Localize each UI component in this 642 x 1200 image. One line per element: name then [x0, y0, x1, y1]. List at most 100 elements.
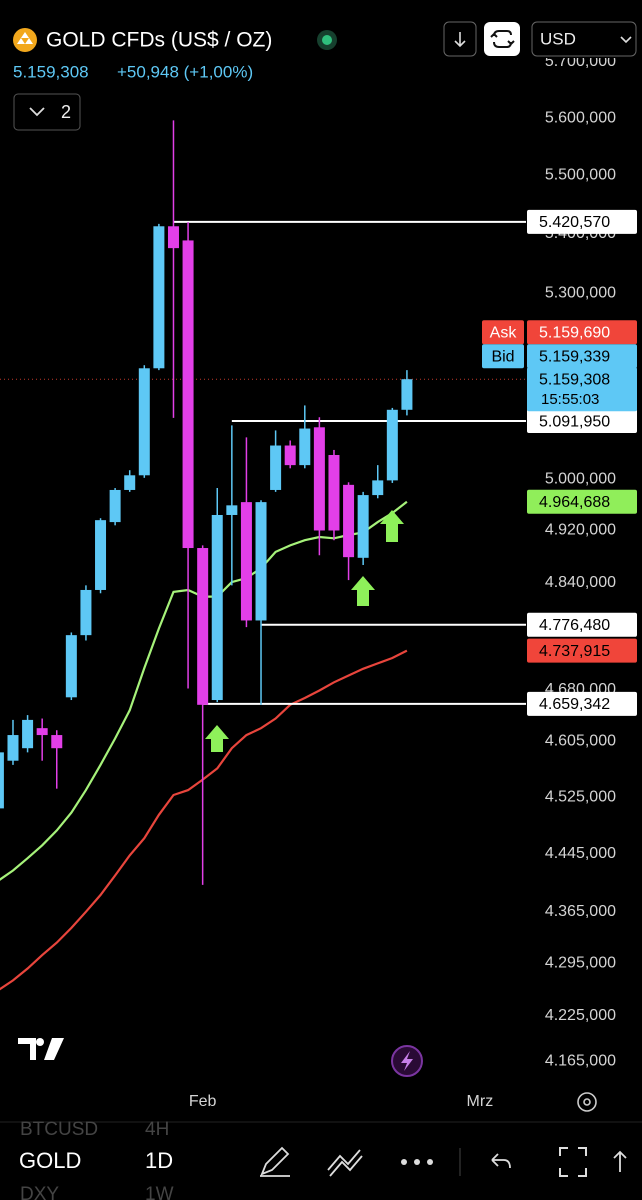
currency-label: USD	[540, 29, 576, 48]
price-label-name: Bid	[491, 348, 514, 365]
candle-body	[357, 495, 369, 558]
y-tick-label: 5.000,000	[545, 470, 616, 487]
interval-tab[interactable]: 4H	[145, 1119, 169, 1140]
candle-body	[7, 735, 19, 761]
y-tick-label: 4.365,000	[545, 903, 616, 920]
y-tick-label: 4.840,000	[545, 574, 616, 591]
candle-body	[255, 502, 267, 621]
y-tick-label: 4.605,000	[545, 732, 616, 749]
candle-body	[386, 409, 398, 481]
price-label-box	[527, 320, 637, 345]
symbol-tab[interactable]: GOLD	[19, 1148, 81, 1173]
candle-body	[240, 502, 252, 621]
candle-body	[153, 226, 165, 369]
price-change: +50,948 (+1,00%)	[117, 62, 253, 81]
indicator-toggle[interactable]	[13, 93, 81, 131]
level-label-box	[527, 691, 637, 716]
bar-countdown: 15:55:03	[541, 391, 599, 408]
indicators-tool[interactable]	[327, 1149, 363, 1177]
candle-body	[284, 445, 296, 466]
y-tick-label: 4.445,000	[545, 845, 616, 862]
symbol-tab[interactable]: BTCUSD	[20, 1119, 98, 1140]
candle-body	[36, 728, 48, 736]
symbol-logo	[13, 28, 37, 52]
brand-logo	[18, 1038, 64, 1060]
level-label: 4.776,480	[539, 617, 610, 634]
candle-body	[313, 427, 325, 531]
bolt-icon	[401, 1051, 413, 1071]
draw-tool[interactable]	[260, 1146, 290, 1177]
y-tick-label: 4.165,000	[545, 1052, 616, 1069]
candle-body	[22, 719, 34, 749]
x-tick-label: Feb	[189, 1093, 217, 1110]
price-label: 4.964,688	[539, 494, 610, 511]
price-label: 5.159,308	[539, 371, 610, 388]
settings-button[interactable]	[577, 1092, 597, 1112]
candle-body	[65, 635, 77, 698]
candle-body	[80, 589, 92, 636]
market-status-dot	[322, 35, 332, 45]
level-label-box	[527, 409, 637, 434]
candle-body	[226, 505, 238, 515]
x-tick-label: Mrz	[467, 1093, 494, 1110]
y-tick-label: 5.500,000	[545, 167, 616, 184]
price-label: 5.159,339	[539, 348, 610, 365]
level-label-box	[527, 209, 637, 234]
settings-icon	[583, 1098, 591, 1106]
candle-body	[372, 480, 384, 496]
price-label-name-box	[482, 320, 524, 345]
undo-button[interactable]	[491, 1153, 511, 1169]
price-label-box	[527, 489, 637, 514]
candle-body	[124, 475, 136, 490]
y-tick-label: 4.225,000	[545, 1007, 616, 1024]
y-tick-label: 4.920,000	[545, 522, 616, 539]
candle-body	[51, 735, 63, 749]
y-tick-label: 4.525,000	[545, 788, 616, 805]
price-label-box	[527, 344, 637, 369]
share-button[interactable]	[613, 1150, 627, 1172]
download-icon	[454, 32, 466, 48]
price-label-box	[527, 367, 637, 412]
annotation-arrows	[205, 510, 404, 752]
fullscreen-button[interactable]	[559, 1147, 587, 1177]
price-label: 5.159,690	[539, 324, 610, 341]
price-label-name: Ask	[490, 324, 518, 341]
compare-button[interactable]	[484, 22, 520, 56]
toolbar: BTCUSD 4H GOLD 1D DXY 1W	[0, 1119, 642, 1200]
arrow	[380, 510, 404, 542]
candle-body	[182, 240, 194, 549]
candle-body	[270, 445, 282, 490]
interval-tab[interactable]: 1W	[145, 1184, 174, 1200]
interval-tab[interactable]: 1D	[145, 1148, 173, 1173]
level-label: 4.659,342	[539, 696, 610, 713]
candle-body	[299, 428, 311, 466]
symbol-title[interactable]: GOLD CFDs (US$ / OZ)	[46, 29, 272, 52]
price-label-box	[527, 638, 637, 663]
candle-body	[401, 379, 413, 410]
more-button[interactable]	[401, 1159, 433, 1165]
candle-body	[211, 514, 223, 701]
last-price: 5.159,308	[13, 62, 89, 81]
candle-body	[343, 484, 355, 558]
chevron	[29, 107, 45, 117]
symbol-tab[interactable]: DXY	[20, 1184, 59, 1200]
plot: 5.700,0005.600,0005.500,0005.400,0005.30…	[0, 53, 616, 1069]
y-tick-label: 5.300,000	[545, 285, 616, 302]
level-label-box	[527, 612, 637, 637]
y-tick-label: 4.295,000	[545, 955, 616, 972]
logo-mark	[17, 32, 33, 44]
y-tick-label: 5.700,000	[545, 53, 616, 70]
price-label: 4.737,915	[539, 643, 610, 660]
header: GOLD CFDs (US$ / OZ) USD 5.159,308 +50,9…	[13, 21, 637, 131]
arrow	[351, 576, 375, 606]
compare-icon	[490, 30, 515, 48]
chart-footer	[18, 1038, 597, 1112]
level-label: 5.091,950	[539, 413, 610, 430]
chevron	[620, 36, 632, 44]
candle-body	[109, 489, 121, 523]
currency-select[interactable]	[531, 21, 637, 57]
candle-body	[167, 226, 179, 249]
